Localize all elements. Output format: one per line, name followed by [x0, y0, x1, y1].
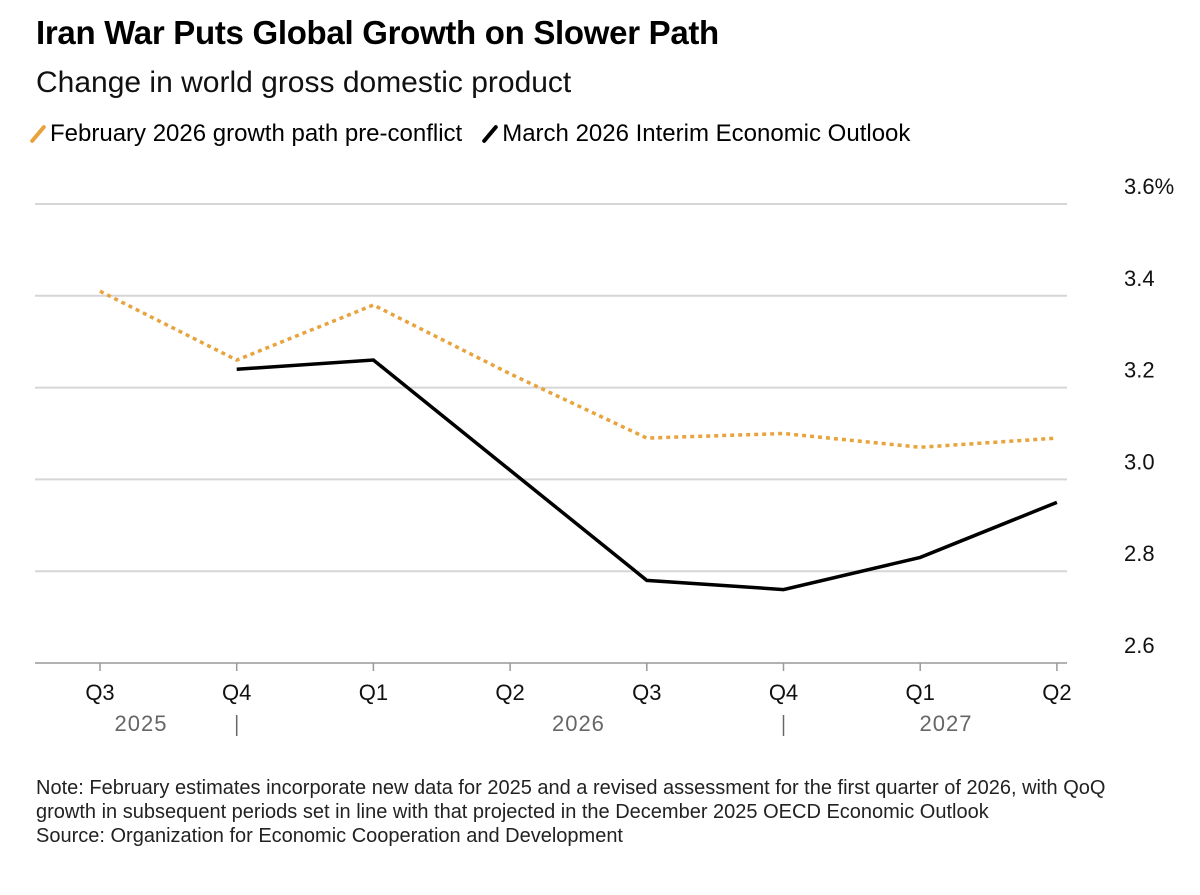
- chart-title: Iran War Puts Global Growth on Slower Pa…: [36, 14, 719, 51]
- series-line-february: [99, 289, 1058, 450]
- y-tick-label: 2.8: [1124, 541, 1155, 566]
- legend-label-march: March 2026 Interim Economic Outlook: [502, 120, 911, 147]
- source-text: Source: Organization for Economic Cooper…: [36, 825, 623, 847]
- legend-label-february: February 2026 growth path pre-conflict: [50, 120, 463, 147]
- y-tick-label: 2.6: [1124, 633, 1155, 658]
- y-tick-label: 3.2: [1124, 358, 1155, 383]
- y-tick-label: 3.6%: [1124, 174, 1174, 199]
- year-label: 2026: [552, 711, 605, 736]
- legend-item-february: February 2026 growth path pre-conflict: [29, 120, 463, 148]
- legend-item-march: March 2026 Interim Economic Outlook: [481, 120, 911, 148]
- y-tick-label: 3.4: [1124, 266, 1155, 291]
- x-tick-label: Q2: [1042, 680, 1071, 705]
- x-tick-label: Q2: [495, 680, 524, 705]
- x-tick-label: Q4: [222, 680, 251, 705]
- note-text: Note: February estimates incorporate new…: [36, 777, 1106, 823]
- x-tick-label: Q3: [85, 680, 114, 705]
- x-tick-label: Q4: [769, 680, 798, 705]
- x-tick-label: Q3: [632, 680, 661, 705]
- year-label: 2025: [115, 711, 168, 736]
- chart-notes: Note: February estimates incorporate new…: [36, 776, 1166, 848]
- series-line-march: [236, 358, 1058, 592]
- x-tick-label: Q1: [906, 680, 935, 705]
- x-tick-label: Q1: [359, 680, 388, 705]
- year-label: 2027: [920, 711, 973, 736]
- legend: February 2026 growth path pre-conflict M…: [29, 120, 911, 148]
- chart-subtitle: Change in world gross domestic product: [36, 66, 572, 99]
- y-tick-label: 3.0: [1124, 449, 1155, 474]
